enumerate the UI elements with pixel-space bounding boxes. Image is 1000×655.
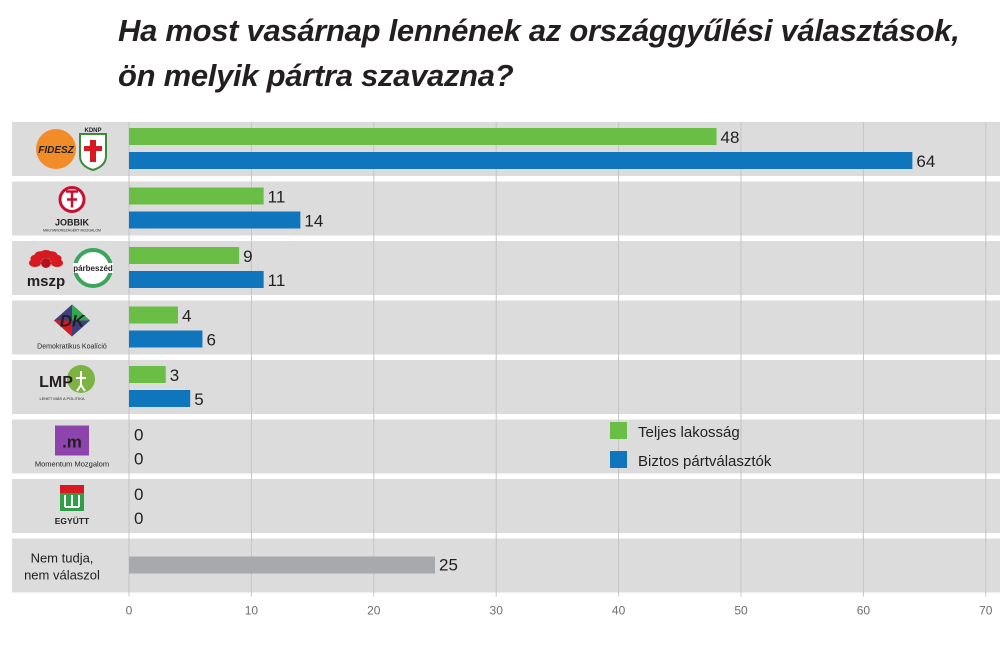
data-label: 11 [268,188,286,207]
category-label: Nem tudja, [31,551,94,566]
bar-biztos-partvalasztok [129,211,301,229]
data-label: 3 [170,366,179,385]
data-label: 11 [268,271,286,290]
dk-logo-text: Demokratikus Koalíció [37,344,107,351]
lmp-logo-subtext: LEHET MÁS A POLITIKA [39,396,84,401]
bar-teljes-lakossag [129,306,178,324]
kdnp-logo-text: KDNP [84,128,101,134]
fidesz-logo-text: FIDESZ [38,145,74,156]
lmp-logo-text: LMP [39,374,73,391]
data-label: 4 [182,307,191,326]
legend-swatch-biztos-partvalasztok [610,451,627,468]
bar-biztos-partvalasztok [129,330,203,348]
egyutt-logo-mark [64,495,80,508]
momentum-logo-text: Momentum Mozgalom [35,460,109,469]
data-label: 6 [206,331,215,350]
data-label: 0 [134,426,143,445]
bar-undecided [129,556,435,574]
data-label: 64 [916,152,935,171]
category-label: nem válaszol [24,568,100,583]
egyutt-logo-text: EGYÜTT [55,516,90,526]
momentum-logo-mark: .m [62,433,82,452]
bar-teljes-lakossag [129,366,166,383]
chart-title: Ha most vasárnap lennének az országgyűlé… [118,13,960,93]
data-label: 0 [134,509,143,528]
bar-teljes-lakossag [129,128,717,145]
data-label: 5 [194,390,203,409]
data-label: 48 [721,128,740,147]
legend-swatch-teljes-lakossag [610,422,627,439]
dk-logo-icon [72,304,90,321]
x-tick-label: 20 [367,604,381,618]
category-row-band [12,419,1000,474]
x-tick-label: 40 [612,604,626,618]
x-tick-label: 50 [734,604,748,618]
lmp-walker-icon [76,371,86,392]
kdnp-cross-icon [84,146,102,151]
x-tick-label: 70 [979,604,993,618]
data-label: 9 [243,247,252,266]
egyutt-logo-stripe [60,485,84,493]
mszp-logo-text: mszp [27,273,65,290]
jobbik-logo-subtext: MAGYARORSZÁGÉRT MOZGALOM [43,228,101,233]
bar-teljes-lakossag [129,187,264,205]
momentum-logo-icon [55,425,89,456]
jobbik-cross-icon [66,190,78,208]
legend-label: Teljes lakosság [638,424,740,441]
fidesz-logo-icon [36,129,76,169]
jobbik-logo-text: JOBBIK [55,218,90,228]
mszp-flower-petal-icon [51,259,63,267]
data-label: 25 [439,556,458,575]
parbeszed-label-background [73,263,113,273]
bar-teljes-lakossag [129,247,240,264]
data-label: 14 [304,212,323,231]
bar-biztos-partvalasztok [129,390,191,407]
bar-biztos-partvalasztok [129,271,264,288]
mszp-flower-icon [41,258,51,268]
data-label: 0 [134,450,143,469]
category-row-band [12,479,1000,533]
x-tick-label: 0 [126,604,133,618]
legend-label: Biztos pártválasztók [638,453,772,470]
data-label: 0 [134,485,143,504]
dk-logo-icon [54,320,72,337]
parbeszed-logo-text: párbeszéd [73,264,113,273]
x-tick-label: 10 [245,604,259,618]
x-tick-label: 30 [490,604,504,618]
bar-biztos-partvalasztok [129,152,913,169]
x-tick-label: 60 [857,604,871,618]
dk-logo-letters: DK [60,312,86,331]
